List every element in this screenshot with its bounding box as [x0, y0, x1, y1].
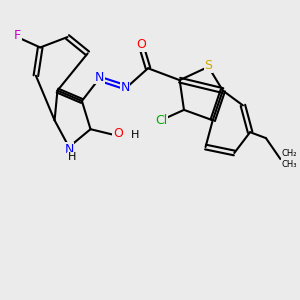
Text: O: O — [113, 127, 123, 140]
Text: S: S — [204, 59, 212, 72]
Text: F: F — [14, 29, 21, 42]
Text: N: N — [64, 142, 74, 156]
Text: H: H — [68, 152, 76, 162]
Text: N: N — [94, 71, 104, 84]
Text: CH₂
CH₃: CH₂ CH₃ — [282, 149, 297, 169]
Text: N: N — [120, 81, 130, 94]
Text: Cl: Cl — [155, 114, 167, 127]
Text: H: H — [131, 130, 139, 140]
Text: O: O — [136, 38, 146, 51]
